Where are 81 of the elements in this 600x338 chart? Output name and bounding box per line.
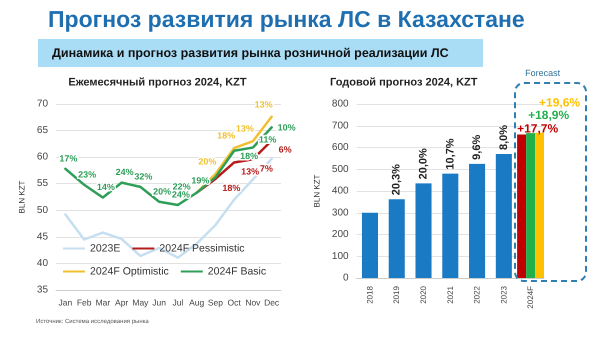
x-tick-label: Feb xyxy=(76,298,92,308)
legend-label: 2024F Pessimistic xyxy=(159,242,245,254)
text: Динамика и прогноз развития рынка розничной реализации ЛС xyxy=(38,39,483,67)
y-tick-label: 60 xyxy=(36,152,48,163)
bar xyxy=(496,154,512,278)
annotation: 10% xyxy=(278,122,296,132)
text: Прогноз развития рынка ЛС в Казахстане xyxy=(48,6,525,33)
annotation: +19,6% xyxy=(539,96,580,110)
annotation: 7% xyxy=(260,163,273,174)
y-tick-label: 800 xyxy=(332,98,350,110)
x-tick-label: Nov xyxy=(245,298,262,308)
x-tick-label: May xyxy=(132,298,150,308)
annotation: 9,6% xyxy=(471,134,484,160)
annotation: 10,7% xyxy=(444,138,456,170)
y-tick-label: 70 xyxy=(36,98,48,110)
x-tick-label: 2024F xyxy=(526,286,536,309)
annotation: 18% xyxy=(222,182,240,193)
annotation: 23% xyxy=(78,169,96,180)
annotation: 24% xyxy=(116,167,134,178)
legend-label: 2024F Basic xyxy=(208,266,266,278)
chart-title: Годовой прогноз 2024, KZT xyxy=(330,76,478,88)
legend-label: 2023E xyxy=(90,242,120,254)
bar xyxy=(517,134,526,278)
y-tick-label: 300 xyxy=(332,207,350,218)
y-tick-label: 500 xyxy=(332,164,350,175)
x-tick-label: 2023 xyxy=(499,285,508,304)
x-tick-label: 2019 xyxy=(392,285,402,304)
x-tick-label: 2018 xyxy=(365,285,374,304)
annotation: 6% xyxy=(278,144,292,155)
y-tick-label: 40 xyxy=(36,258,48,269)
bar xyxy=(415,183,432,278)
annotation: +18,9% xyxy=(528,108,570,122)
annotation: 20,3% xyxy=(390,164,403,196)
x-tick-label: Mar xyxy=(96,298,110,308)
x-tick-label: Jun xyxy=(152,298,166,308)
bar xyxy=(362,212,378,278)
annotation: +17,7% xyxy=(517,121,558,136)
y-tick-label: 600 xyxy=(332,142,350,153)
y-tick-label: 45 xyxy=(36,231,48,242)
y-axis-title: BLN KZT xyxy=(18,180,26,214)
bar xyxy=(526,133,536,278)
y-axis-title: BLN KZT xyxy=(312,174,322,208)
annotation: 18% xyxy=(217,130,236,141)
annotation: 13% xyxy=(236,124,254,134)
annotation: 32% xyxy=(134,171,152,182)
bar xyxy=(388,199,405,278)
y-tick-label: 200 xyxy=(332,229,350,240)
annotation: 13% xyxy=(241,166,260,176)
annotation: 20% xyxy=(153,186,172,196)
y-tick-label: 65 xyxy=(36,125,48,136)
annotation: 24% xyxy=(172,189,190,200)
annotation: 8,0% xyxy=(498,124,510,150)
y-tick-label: 55 xyxy=(36,178,48,190)
y-tick-label: 35 xyxy=(36,284,48,296)
annotation: 20% xyxy=(198,156,216,167)
y-tick-label: 0 xyxy=(343,272,350,284)
annotation: 13% xyxy=(254,99,273,110)
x-tick-label: 2021 xyxy=(446,285,455,304)
x-tick-label: Jul xyxy=(172,298,184,308)
x-tick-label: 2022 xyxy=(472,285,482,304)
x-tick-label: Apr xyxy=(115,298,128,308)
bar xyxy=(469,164,486,278)
y-tick-label: 700 xyxy=(332,120,350,132)
chart-title: Ежемесячный прогноз 2024, KZT xyxy=(68,76,247,88)
legend-label: 2024F Optimistic xyxy=(90,266,169,278)
x-tick-label: Sep xyxy=(208,298,224,308)
annotation: 14% xyxy=(96,182,115,192)
y-tick-label: 50 xyxy=(36,204,48,216)
y-tick-label: 400 xyxy=(332,186,350,196)
x-tick-label: Jan xyxy=(58,298,73,308)
annotation: 17% xyxy=(59,153,78,164)
annotation: 22% xyxy=(172,182,191,192)
x-tick-label: Oct xyxy=(228,298,242,308)
bar xyxy=(442,174,458,278)
x-tick-label: Dec xyxy=(264,298,280,308)
y-tick-label: 100 xyxy=(332,250,350,262)
annotation: 20,0% xyxy=(418,148,430,180)
x-tick-label: 2020 xyxy=(419,285,428,304)
text: Forecast xyxy=(525,68,560,78)
x-tick-label: Aug xyxy=(189,298,204,308)
bar xyxy=(535,132,544,278)
